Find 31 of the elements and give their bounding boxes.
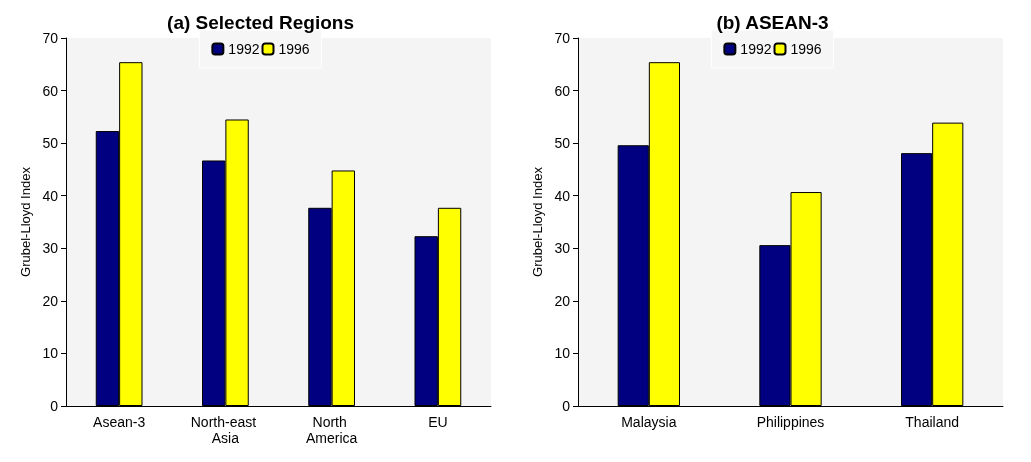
- x-tick-label: Thailand: [904, 414, 959, 430]
- y-tick-label: 40: [553, 187, 570, 204]
- legend-label: 1996: [790, 41, 822, 57]
- x-tick-label: Philippines: [756, 414, 824, 430]
- legend-label: 1992: [739, 41, 772, 57]
- y-axis-title: Grubel-Lloyd Index: [529, 166, 545, 277]
- y-tick-label: 20: [42, 292, 59, 309]
- y-tick-label: 70: [42, 30, 59, 46]
- x-tick-label: North America: [305, 414, 358, 446]
- y-tick-label: 40: [42, 187, 59, 204]
- chart-title: (b) ASEAN-3: [715, 12, 829, 33]
- legend-label: 1996: [278, 41, 310, 57]
- y-tick-label: 50: [553, 135, 570, 152]
- y-tick-label: 0: [50, 398, 59, 414]
- chart-title: (a) Selected Regions: [167, 12, 354, 33]
- y-tick-label: 20: [553, 292, 570, 309]
- y-tick-label: 60: [42, 82, 59, 99]
- y-tick-label: 30: [42, 240, 59, 257]
- y-tick-label: 0: [561, 398, 570, 414]
- legend-label: 1992: [228, 41, 260, 57]
- y-tick-label: 70: [553, 30, 570, 46]
- x-tick-label: Asean-3: [93, 414, 146, 430]
- y-tick-label: 10: [42, 345, 59, 362]
- y-tick-label: 30: [553, 240, 570, 257]
- y-tick-label: 60: [553, 82, 570, 99]
- x-tick-label: Malaysia: [620, 414, 677, 430]
- x-tick-label: EU: [428, 414, 448, 430]
- x-tick-label: North-east Asia: [190, 414, 260, 446]
- y-tick-label: 10: [553, 345, 570, 362]
- y-axis-title: Grubel-Lloyd Index: [17, 166, 33, 277]
- y-tick-label: 50: [42, 135, 59, 152]
